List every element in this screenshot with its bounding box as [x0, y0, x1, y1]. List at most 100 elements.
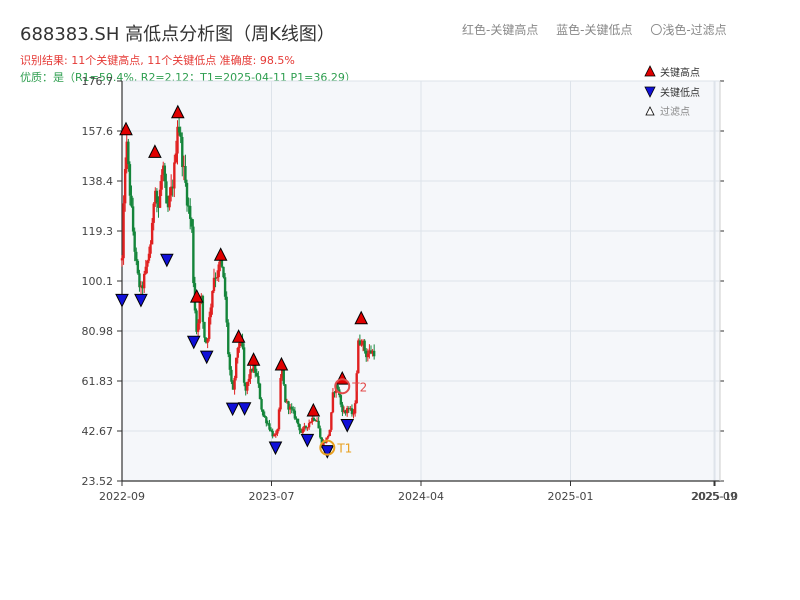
- candle-body: [266, 423, 270, 425]
- candle-body: [212, 277, 216, 292]
- candle-body: [330, 412, 333, 430]
- candle-body: [208, 317, 211, 339]
- candle-body: [261, 409, 265, 416]
- candle-body: [215, 277, 219, 279]
- key-high-marker: [231, 329, 246, 343]
- candle-body: [200, 295, 203, 301]
- key-low-marker: [268, 441, 283, 456]
- candle-body: [347, 408, 350, 410]
- candle-body: [350, 408, 354, 415]
- key-high-marker: [189, 288, 204, 303]
- candle-body: [312, 417, 316, 421]
- candle-body: [319, 428, 322, 438]
- candle-body: [339, 395, 343, 405]
- candle-body: [250, 369, 254, 372]
- candle-body: [282, 369, 285, 385]
- y-tick-label: 23.52: [82, 475, 114, 488]
- candle-body: [288, 406, 292, 410]
- candle-body: [206, 338, 209, 343]
- candle-body: [355, 373, 358, 404]
- candle-body: [138, 273, 141, 288]
- candle-body: [263, 415, 266, 418]
- annotation-label-t2: T2: [351, 380, 367, 394]
- key-low-marker: [300, 433, 315, 448]
- candle-body: [144, 266, 147, 274]
- key-high-marker: [213, 247, 228, 261]
- candle-body: [136, 260, 140, 274]
- candle-body: [336, 385, 339, 390]
- candle-body: [360, 344, 363, 346]
- color-key-light: 〇浅色-过滤点: [650, 23, 727, 37]
- candle-body: [242, 347, 246, 383]
- candle-body: [303, 426, 306, 429]
- candle-body: [260, 399, 263, 410]
- candle-body: [209, 307, 213, 318]
- candle-body: [185, 182, 189, 206]
- candle-body: [204, 337, 208, 343]
- candle-body: [158, 189, 162, 208]
- candle-body: [222, 266, 225, 278]
- y-tick-label: 42.67: [82, 425, 114, 438]
- candle-body: [277, 409, 281, 430]
- candle-body: [361, 340, 365, 345]
- candle-body: [352, 413, 355, 415]
- candle-body: [160, 174, 163, 190]
- key-low-marker: [340, 419, 355, 433]
- candle-body: [182, 166, 186, 168]
- candle-body: [331, 392, 335, 413]
- candle-body: [146, 260, 149, 267]
- candle-body: [292, 409, 295, 411]
- key-high-marker: [246, 352, 261, 366]
- candle-body: [298, 424, 301, 431]
- legend-filtered-label: 过滤点: [660, 105, 690, 118]
- candle-body: [198, 300, 201, 324]
- color-key-blue: 蓝色-关键低点: [556, 23, 633, 37]
- candle-body: [249, 369, 252, 379]
- candle-body: [357, 340, 360, 374]
- candle-body: [227, 322, 230, 355]
- key-high-marker: [148, 144, 162, 158]
- candle-body: [258, 383, 262, 400]
- candle-body: [306, 427, 309, 429]
- candle-body: [344, 410, 347, 414]
- candle-body: [244, 382, 247, 391]
- x-tick-label: 2023-07: [249, 490, 295, 503]
- x-tick-label: 2025-09: [691, 490, 737, 503]
- candle-body: [358, 340, 362, 345]
- legend-filtered-icon: [645, 106, 655, 116]
- candle-body: [165, 181, 168, 204]
- candle-body: [284, 384, 287, 403]
- key-low-marker: [186, 335, 201, 350]
- candle-body: [217, 264, 220, 278]
- y-tick-label: 61.83: [82, 375, 114, 388]
- candle-body: [369, 350, 373, 354]
- key-high-marker: [274, 356, 289, 371]
- candle-body: [184, 166, 187, 183]
- candle-body: [139, 285, 143, 288]
- candle-body: [141, 285, 144, 289]
- chart-title: 688383.SH 高低点分析图（周K线图）: [20, 24, 335, 45]
- candle-body: [353, 403, 357, 414]
- candle-body: [128, 164, 132, 196]
- candle-body: [273, 434, 276, 437]
- key-low-marker: [225, 402, 240, 417]
- candle-body: [333, 392, 336, 394]
- candle-body: [372, 350, 376, 357]
- key-low-marker: [320, 445, 335, 459]
- x-tick-label: 2024-04: [398, 490, 444, 503]
- candle-body: [201, 295, 205, 322]
- candle-body: [196, 323, 200, 332]
- candle-body: [225, 296, 228, 323]
- annotation-label-t1: T1: [336, 442, 352, 456]
- y-tick-label: 80.98: [82, 325, 114, 338]
- legend-high-icon: [644, 65, 656, 77]
- candle-body: [269, 429, 273, 431]
- candle-body: [130, 195, 133, 207]
- candle-body: [342, 410, 346, 413]
- candle-body: [181, 136, 184, 168]
- candle-body: [368, 350, 371, 354]
- candle-body: [168, 195, 171, 208]
- legend-low-label: 关键低点: [660, 86, 700, 99]
- candle-body: [223, 277, 227, 297]
